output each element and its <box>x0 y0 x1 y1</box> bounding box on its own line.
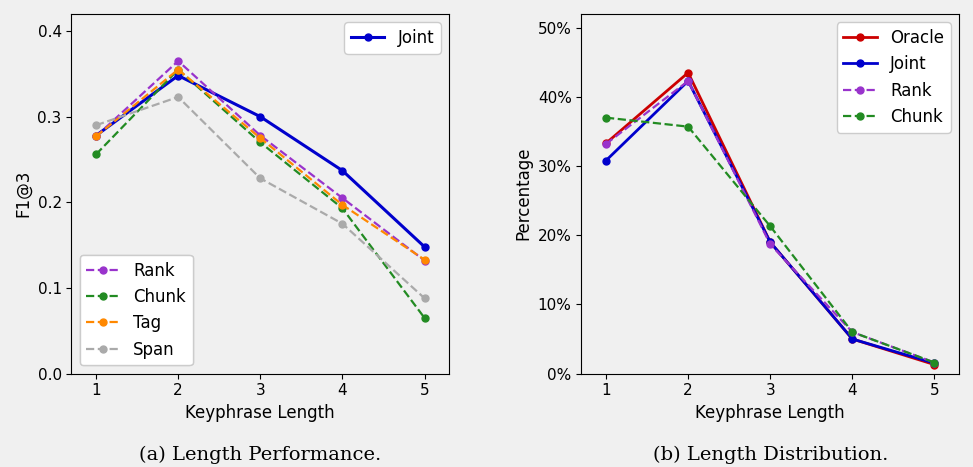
Text: (b) Length Distribution.: (b) Length Distribution. <box>653 446 888 464</box>
X-axis label: Keyphrase Length: Keyphrase Length <box>696 404 846 422</box>
Text: (a) Length Performance.: (a) Length Performance. <box>139 446 381 464</box>
Legend: Rank, Chunk, Tag, Span: Rank, Chunk, Tag, Span <box>80 255 193 365</box>
X-axis label: Keyphrase Length: Keyphrase Length <box>186 404 335 422</box>
Y-axis label: F1@3: F1@3 <box>14 170 32 218</box>
Legend: Oracle, Joint, Rank, Chunk: Oracle, Joint, Rank, Chunk <box>837 22 951 133</box>
Y-axis label: Percentage: Percentage <box>514 147 532 241</box>
